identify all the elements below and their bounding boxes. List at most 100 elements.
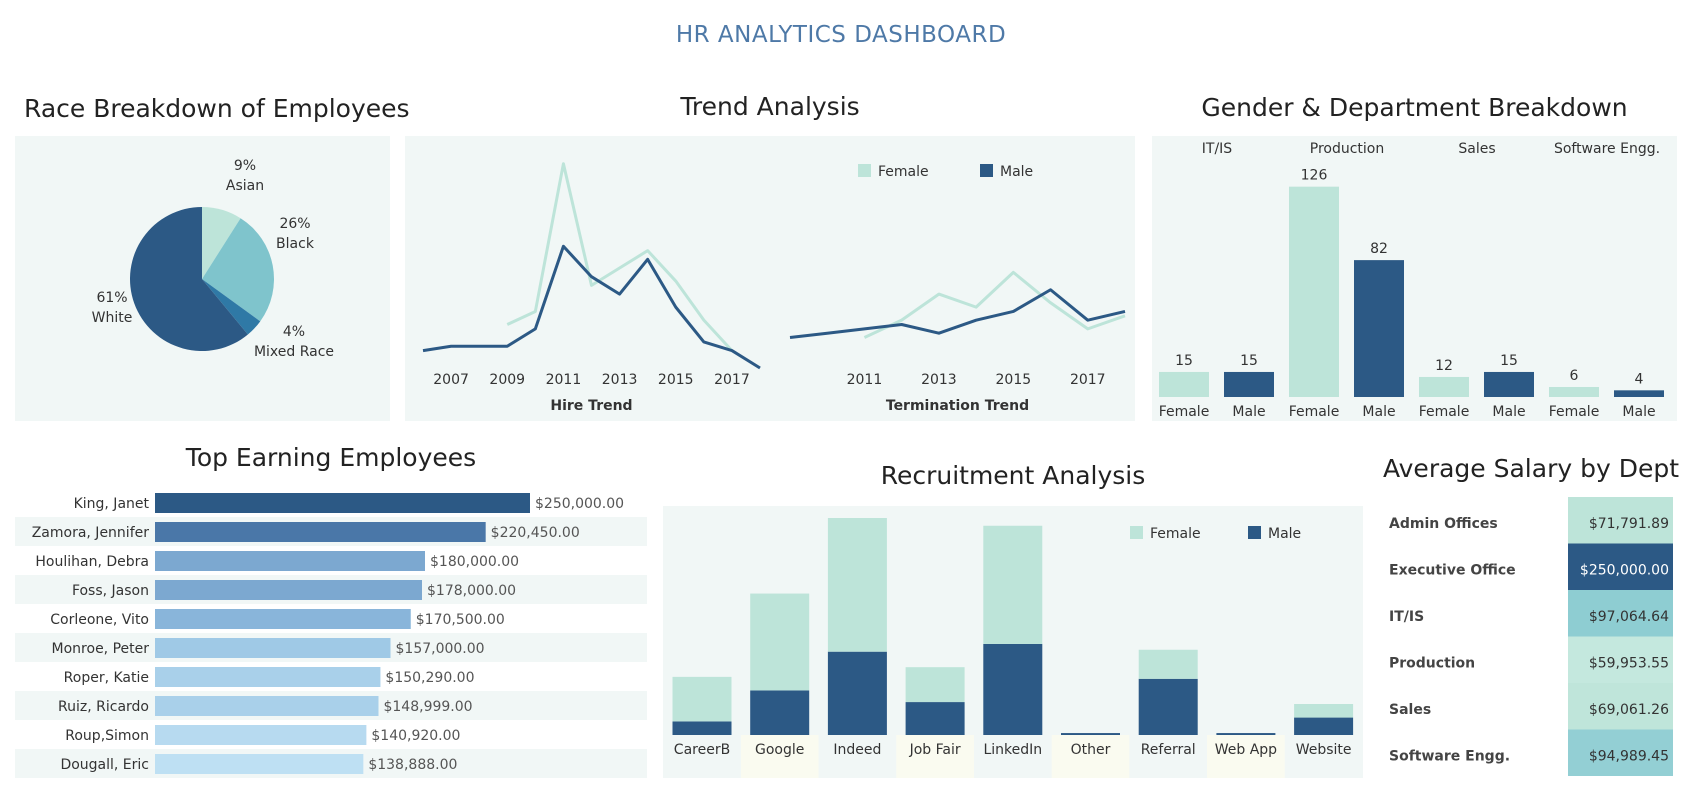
gender-category-label: Male [1492,404,1525,420]
recruitment-category-label: Job Fair [909,742,961,758]
gender-dept-bar [1159,371,1209,397]
legend-swatch-male [1248,526,1261,539]
department-header: Software Engg. [1554,141,1660,157]
earner-value-label: $250,000.00 [535,496,624,512]
recruitment-bar-male [827,651,887,735]
recruitment-bar-female [905,667,965,703]
top-earners-title: Top Earning Employees [185,443,477,472]
earner-name-label: Ruiz, Ricardo [58,699,149,715]
trend-line-female [863,270,1126,339]
recruitment-bar-male [1061,733,1120,735]
salary-dept-label: Sales [1389,702,1431,718]
gender-dept-bar [1419,376,1469,397]
trend-tick-label: 2011 [847,372,883,388]
gender-category-label: Female [1549,404,1600,420]
dashboard-title: HR ANALYTICS DASHBOARD [675,22,1007,48]
earner-name-label: Roper, Katie [64,670,149,686]
salary-dept-label: Software Engg. [1389,749,1510,765]
salary-cell [1568,683,1673,730]
salary-dept-label: Production [1389,656,1475,672]
gender-category-label: Female [1419,404,1470,420]
recruitment-bar-male [672,721,732,735]
pie-slice-white [130,207,248,351]
recruitment-bar-female [827,518,887,652]
gender-category-label: Male [1232,404,1265,420]
department-header: Sales [1458,141,1495,157]
recruitment-bar-female [1138,649,1198,679]
recruitment-bar-male [1294,717,1354,735]
top-earners-panel: King, Janet $250,000.00 Zamora, Jennifer $2… [15,488,647,778]
gender-dept-value-label: 12 [1435,358,1453,374]
gender-dept-bar [1484,371,1534,397]
pie-slice-black [202,218,274,322]
legend-label-male: Male [1268,526,1301,542]
recruitment-chart-panel: CareerB Google Indeed Job Fair LinkedIn Other… [663,506,1363,778]
recruitment-category-label: Referral [1141,742,1196,758]
legend-label-female: Female [1150,526,1201,542]
salary-value-label: $59,953.55 [1589,656,1669,672]
legend-swatch-female [1130,526,1143,539]
earner-name-label: King, Janet [74,496,150,512]
recruitment-category-label: Web App [1215,742,1277,758]
recruitment-bar-female [1294,704,1354,718]
gender-category-label: Female [1159,404,1210,420]
avg-salary-table: Admin Offices $71,791.89 Executive Office $… [1389,497,1673,776]
recruitment-category-label: Website [1296,742,1352,758]
salary-dept-label: IT/IS [1389,609,1424,625]
department-header: IT/IS [1202,141,1233,157]
recruitment-bar-male [983,643,1043,735]
earner-bar [155,638,391,658]
earner-value-label: $148,999.00 [383,699,472,715]
pie-value-label: 26% [279,216,310,232]
pie-category-label: Mixed Race [254,344,334,360]
pie-slice-mixed-race [202,279,261,335]
salary-cell [1568,590,1673,637]
earner-value-label: $220,450.00 [491,525,580,541]
legend-swatch-male [980,164,993,177]
recruitment-category-label: Indeed [833,742,881,758]
gender-category-label: Female [1289,404,1340,420]
gender-dept-value-label: 15 [1175,353,1193,369]
gender-dept-bar [1354,260,1404,397]
race-chart-title: Race Breakdown of Employees [24,94,410,123]
gender-dept-bar [1289,186,1339,397]
recruitment-bar-male [905,702,965,735]
gender-dept-chart-panel: IT/IS 15 Female 15 Male Production 126 Female 82… [1152,136,1677,421]
salary-value-label: $250,000.00 [1580,563,1669,579]
category-band [1207,735,1285,778]
recruitment-bar-male [1138,678,1198,735]
recruitment-chart-title: Recruitment Analysis [880,461,1146,490]
salary-dept-label: Executive Office [1389,563,1516,579]
earner-bar [155,754,364,774]
race-pie-chart: 9% Asian 26% Black 4% Mixed Race 61% White [92,158,334,360]
earner-value-label: $138,888.00 [368,757,457,773]
pie-slice-asian [202,207,241,279]
gender-dept-value-label: 4 [1635,371,1644,387]
recruitment-category-label: LinkedIn [983,742,1042,758]
salary-dept-label: Admin Offices [1389,516,1498,532]
gender-dept-value-label: 15 [1500,353,1518,369]
trend-tick-label: 2013 [921,372,957,388]
salary-cell [1568,729,1673,776]
recruitment-bar-female [750,593,810,691]
earner-name-label: Foss, Jason [72,583,149,599]
category-band [740,735,819,778]
earner-name-label: Houlihan, Debra [35,554,149,570]
earner-value-label: $150,290.00 [385,670,474,686]
category-band [896,735,974,778]
trend-line-chart: 2007 2009 2011 2013 2015 2017 Hire Trend 2011 20… [422,162,1126,414]
earner-value-label: $178,000.00 [427,583,516,599]
gender-category-label: Male [1362,404,1395,420]
trend-tick-label: 2015 [658,372,694,388]
salary-value-label: $94,989.45 [1589,749,1669,765]
earner-name-label: Corleone, Vito [50,612,149,628]
category-band [1051,735,1130,778]
pie-category-label: Asian [226,178,264,194]
trend-tick-label: 2007 [433,372,469,388]
trend-line-male [422,244,761,370]
earner-value-label: $157,000.00 [396,641,485,657]
trend-line-male [789,288,1126,340]
recruitment-bar-male [750,690,810,735]
earner-value-label: $180,000.00 [430,554,519,570]
pie-category-label: White [92,310,133,326]
